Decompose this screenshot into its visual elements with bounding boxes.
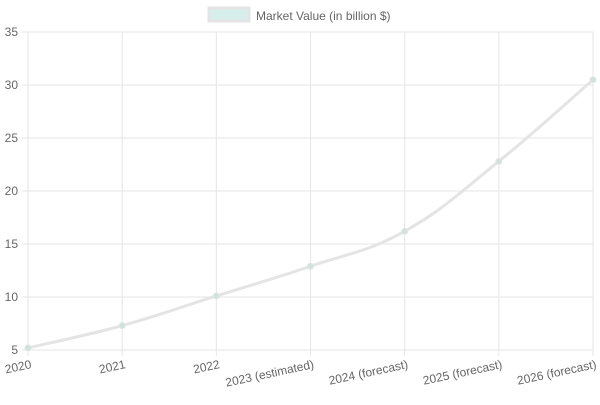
y-tick-label: 20 <box>5 184 19 198</box>
data-point <box>495 157 503 165</box>
data-point <box>24 344 32 352</box>
grid-layer <box>22 31 594 356</box>
data-point <box>401 227 409 235</box>
data-point <box>118 322 126 330</box>
x-tick-label: 2022 <box>192 357 221 376</box>
legend-label: Market Value (in billion $) <box>256 9 391 23</box>
x-tick-label: 2025 (forecast) <box>422 357 504 387</box>
data-point <box>212 292 220 300</box>
x-axis-ticks: 2020 2021 2022 2023 (estimated) 2024 (foreca… <box>4 357 598 389</box>
y-tick-label: 15 <box>5 237 19 251</box>
y-tick-label: 10 <box>5 290 19 304</box>
legend[interactable]: Market Value (in billion $) <box>207 6 391 23</box>
y-tick-label: 35 <box>5 25 19 39</box>
y-axis-ticks: 5 10 15 20 25 30 35 <box>5 25 19 357</box>
x-tick-label: 2021 <box>98 357 127 376</box>
x-tick-label: 2020 <box>4 357 33 376</box>
data-point <box>307 262 314 270</box>
y-tick-label: 30 <box>5 78 19 92</box>
data-point <box>589 76 597 84</box>
y-tick-label: 25 <box>5 131 19 145</box>
legend-swatch <box>207 6 251 23</box>
x-tick-label: 2023 (estimated) <box>224 357 315 389</box>
series-layer <box>24 76 597 352</box>
x-tick-label: 2026 (forecast) <box>516 357 598 387</box>
x-tick-label: 2024 (forecast) <box>327 357 409 387</box>
y-tick-label: 5 <box>11 343 18 357</box>
